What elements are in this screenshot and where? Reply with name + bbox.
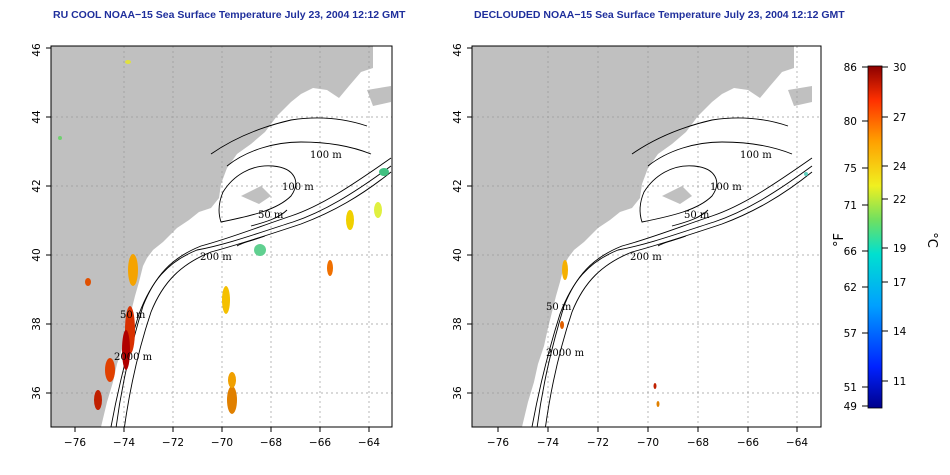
- f-tick-label: 62: [844, 282, 857, 294]
- c-tick-label: 14: [893, 326, 907, 338]
- x-tick-label: −76: [487, 437, 509, 449]
- y-tick-label: 42: [31, 179, 43, 192]
- left-sst-pixels: [58, 60, 389, 414]
- f-tick-label: 66: [844, 246, 858, 258]
- x-tick-label: −64: [358, 437, 380, 449]
- contour-label: 100 m: [710, 182, 742, 193]
- left-x-axis: −76 −74 −72 −70 −68 −66 −64: [64, 427, 380, 449]
- left-panel-title: RU COOL NOAA−15 Sea Surface Temperature …: [53, 9, 406, 21]
- y-tick-label: 40: [452, 248, 464, 261]
- right-x-axis: −76 −74 −72 −70 −68 −66 −64: [487, 427, 808, 449]
- left-map-panel: 100 m 100 m 50 m 200 m 50 m 2000 m −76 −…: [31, 43, 393, 449]
- fahrenheit-scale: 86 80 75 71 66 62 57 51 49 °F: [832, 62, 868, 413]
- y-tick-label: 38: [452, 317, 464, 330]
- right-y-axis: 36 38 40 42 44 46: [452, 43, 472, 400]
- contour-label: 50 m: [120, 310, 146, 321]
- contour-label: 200 m: [200, 252, 232, 263]
- f-tick-label: 49: [844, 401, 857, 413]
- celsius-axis-label: °C: [924, 232, 939, 248]
- fahrenheit-axis-label: °F: [832, 233, 847, 247]
- right-sst-pixels: [560, 172, 808, 407]
- right-gridlines: [472, 46, 821, 427]
- x-tick-label: −70: [211, 437, 233, 449]
- celsius-scale: 30 27 24 22 19 17 14 11 °C: [882, 62, 939, 388]
- left-y-axis: 36 38 40 42 44 46: [31, 43, 51, 400]
- x-tick-label: −64: [786, 437, 808, 449]
- right-frame: [471, 45, 822, 428]
- contour-label: 50 m: [258, 210, 284, 221]
- x-tick-label: −68: [687, 437, 709, 449]
- x-tick-label: −70: [637, 437, 659, 449]
- y-tick-label: 36: [31, 386, 43, 400]
- f-tick-label: 80: [844, 116, 857, 128]
- colorbar-gradient: [867, 65, 883, 409]
- y-tick-label: 44: [31, 110, 43, 124]
- y-tick-label: 46: [31, 43, 43, 57]
- right-contour-labels: 100 m 100 m 50 m 200 m 50 m 2000 m: [546, 150, 772, 359]
- f-tick-label: 51: [844, 382, 857, 394]
- c-tick-label: 17: [893, 277, 906, 289]
- f-tick-label: 86: [844, 62, 858, 74]
- x-tick-label: −74: [113, 437, 135, 449]
- c-tick-label: 11: [893, 376, 906, 388]
- right-map-panel: 100 m 100 m 50 m 200 m 50 m 2000 m −76 −…: [452, 43, 822, 449]
- y-tick-label: 46: [452, 43, 464, 57]
- c-tick-label: 24: [893, 161, 907, 173]
- contour-label: 100 m: [740, 150, 772, 161]
- contour-label: 100 m: [282, 182, 314, 193]
- right-panel-title: DECLOUDED NOAA−15 Sea Surface Temperatur…: [474, 9, 845, 21]
- contour-label: 100 m: [310, 150, 342, 161]
- x-tick-label: −66: [309, 437, 331, 449]
- y-tick-label: 36: [452, 386, 464, 400]
- y-tick-label: 42: [452, 179, 464, 192]
- c-tick-label: 27: [893, 112, 906, 124]
- contour-label: 50 m: [546, 302, 572, 313]
- x-tick-label: −68: [260, 437, 282, 449]
- left-contour-labels: 100 m 100 m 50 m 200 m 50 m 2000 m: [114, 150, 342, 363]
- c-tick-label: 30: [893, 62, 906, 74]
- contour-label: 2000 m: [546, 348, 585, 359]
- c-tick-label: 19: [893, 243, 906, 255]
- x-tick-label: −66: [737, 437, 759, 449]
- f-tick-label: 57: [844, 328, 857, 340]
- contour-label: 50 m: [684, 210, 710, 221]
- y-tick-label: 38: [31, 317, 43, 330]
- colorbar: 86 80 75 71 66 62 57 51 49 °F 30 27 24 2…: [832, 62, 939, 413]
- y-tick-label: 44: [452, 110, 464, 124]
- x-tick-label: −76: [64, 437, 86, 449]
- f-tick-label: 71: [844, 200, 857, 212]
- x-tick-label: −74: [537, 437, 559, 449]
- f-tick-label: 75: [844, 163, 857, 175]
- c-tick-label: 22: [893, 194, 906, 206]
- contour-label: 2000 m: [114, 352, 153, 363]
- x-tick-label: −72: [587, 437, 609, 449]
- left-gridlines: [51, 46, 392, 427]
- x-tick-label: −72: [162, 437, 184, 449]
- contour-label: 200 m: [630, 252, 662, 263]
- y-tick-label: 40: [31, 248, 43, 261]
